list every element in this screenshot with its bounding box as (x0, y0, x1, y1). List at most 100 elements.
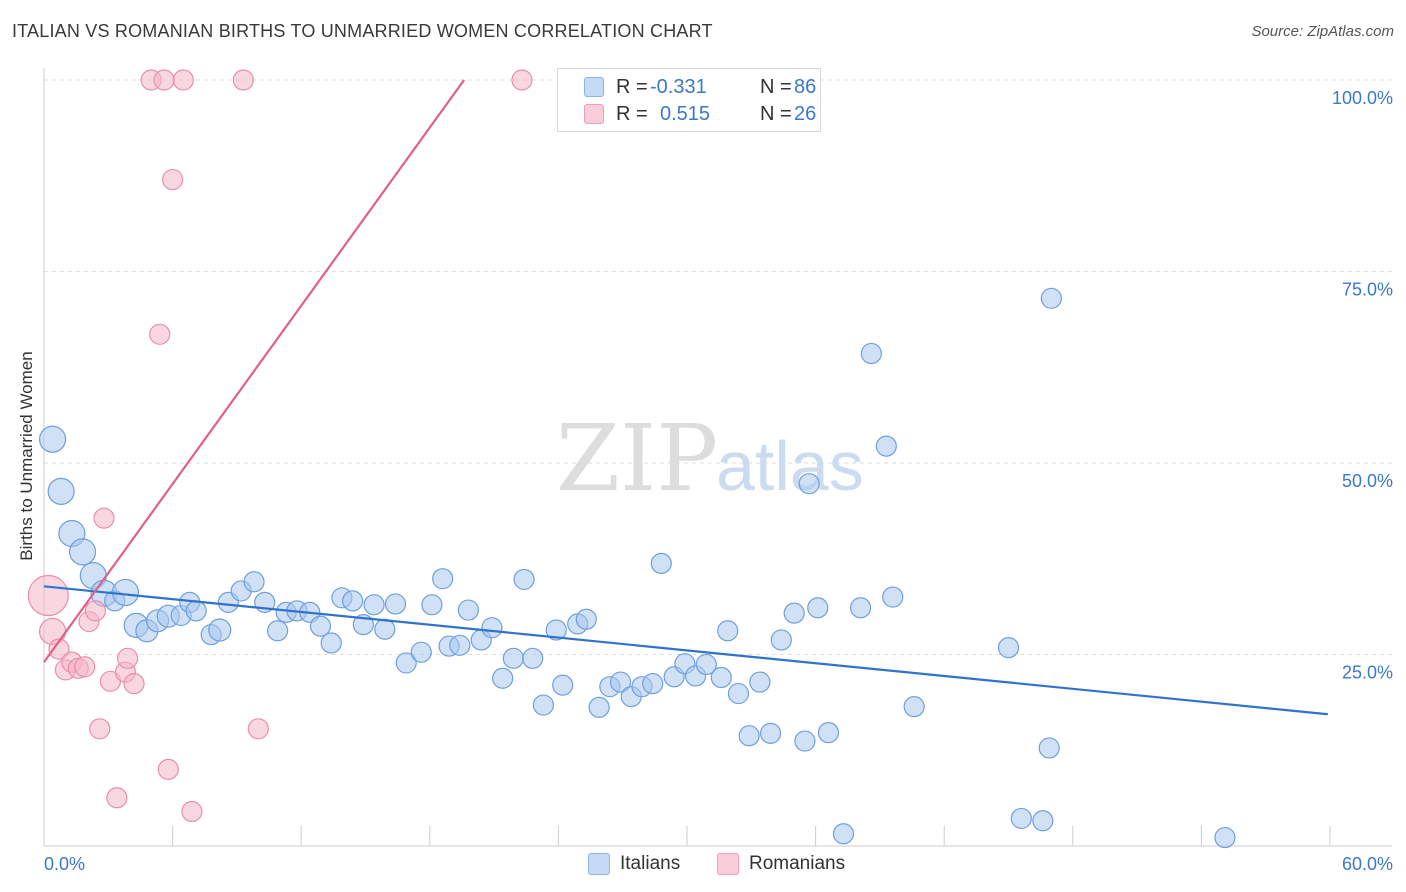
point-italians-76 (875, 435, 897, 457)
legend-swatch-romanians (584, 104, 604, 124)
point-italians-75 (860, 342, 882, 365)
point-italians-33 (395, 652, 417, 674)
point-italians-57 (650, 552, 672, 574)
point-italians-71 (807, 597, 829, 619)
point-italians-72 (817, 722, 840, 744)
point-romanians-0 (27, 574, 69, 617)
point-romanians-12 (106, 787, 128, 809)
point-italians-50 (575, 608, 597, 630)
point-italians-45 (522, 647, 544, 669)
y-tick-label-100: 100.0% (1332, 88, 1393, 108)
point-italians-61 (695, 653, 717, 676)
point-romanians-14 (116, 647, 139, 669)
x-tick-label-min: 0.0% (44, 854, 85, 874)
grid-lines (44, 79, 1392, 655)
point-italians-38 (449, 634, 471, 656)
point-romanians-17 (153, 69, 175, 91)
tick-labels: 25.0% 50.0% 75.0% 100.0% 0.0% 60.0% (44, 88, 1393, 874)
point-italians-56 (642, 673, 664, 695)
point-italians-19 (243, 571, 265, 593)
stats-legend: R = -0.331 N = 86 R = 0.515 N = 26 (557, 68, 821, 132)
point-italians-63 (717, 620, 739, 642)
point-romanians-8 (84, 600, 107, 622)
point-italians-21 (267, 620, 289, 642)
trend-lines (43, 79, 1328, 716)
point-romanians-19 (157, 758, 179, 781)
point-italians-16 (208, 618, 232, 642)
watermark-zip: ZIP (556, 405, 718, 512)
legend-n-label: N = (760, 103, 792, 125)
legend-r-label: R = (616, 76, 648, 98)
point-romanians-23 (232, 69, 254, 91)
point-romanians-20 (162, 168, 184, 191)
legend-r-value-italians: -0.331 (650, 76, 707, 98)
point-italians-25 (309, 615, 332, 637)
source-credit: Source: ZipAtlas.com (1251, 23, 1394, 40)
y-tick-label-25: 25.0% (1342, 663, 1393, 683)
point-italians-85 (798, 473, 820, 495)
x-tick-label-max: 60.0% (1342, 854, 1393, 874)
point-italians-67 (759, 722, 782, 744)
point-italians-83 (1038, 737, 1060, 759)
point-italians-79 (997, 637, 1020, 659)
point-italians-41 (481, 617, 503, 639)
point-romanians-2 (48, 638, 70, 660)
point-italians-84 (1214, 826, 1236, 849)
point-italians-62 (710, 666, 732, 689)
y-tick-label-50: 50.0% (1342, 471, 1393, 491)
point-romanians-15 (123, 673, 145, 695)
chart-title: ITALIAN VS ROMANIAN BIRTHS TO UNMARRIED … (12, 21, 713, 41)
point-italians-74 (850, 597, 872, 619)
trend-line-romanians (43, 79, 465, 663)
legend-n-value-romanians: 26 (794, 103, 817, 125)
point-romanians-24 (247, 718, 269, 740)
legend-swatch-italians (584, 77, 604, 97)
point-italians-69 (783, 602, 805, 624)
axes (43, 68, 1392, 847)
point-italians-28 (342, 590, 364, 612)
legend-r-label: R = (616, 103, 648, 125)
point-italians-66 (749, 671, 771, 693)
point-italians-0 (38, 425, 67, 453)
point-italians-47 (545, 619, 567, 641)
point-italians-39 (457, 599, 479, 621)
point-italians-68 (770, 629, 792, 651)
legend-n-value-italians: 86 (794, 76, 817, 98)
point-italians-36 (432, 568, 454, 590)
point-italians-1 (47, 477, 75, 505)
y-tick-label-75: 75.0% (1342, 280, 1393, 300)
point-italians-44 (513, 568, 535, 591)
legend-n-label: N = (760, 76, 792, 98)
point-italians-43 (502, 647, 524, 669)
data-points (27, 69, 1236, 849)
legend-r-value-romanians: 0.515 (660, 103, 711, 125)
point-romanians-22 (181, 800, 203, 823)
point-italians-14 (185, 600, 207, 622)
watermark-atlas: atlas (716, 427, 864, 505)
point-italians-32 (384, 593, 407, 615)
point-italians-53 (609, 671, 632, 693)
point-italians-31 (374, 618, 396, 640)
y-axis-title: Births to Unmarried Women (17, 351, 36, 561)
point-romanians-6 (74, 656, 96, 678)
point-italians-42 (492, 667, 514, 689)
point-romanians-25 (511, 69, 533, 91)
point-italians-64 (727, 682, 750, 705)
point-romanians-9 (89, 718, 111, 740)
point-italians-51 (588, 696, 610, 718)
watermark: ZIP atlas (556, 405, 864, 512)
point-italians-30 (363, 594, 385, 616)
point-italians-3 (68, 538, 97, 566)
point-italians-70 (794, 730, 816, 752)
bottom-legend-swatch-italians (588, 853, 610, 875)
point-italians-78 (903, 695, 925, 718)
trend-line-italians (43, 585, 1328, 716)
point-italians-26 (320, 632, 342, 654)
bottom-legend-label-italians: Italians (620, 853, 681, 874)
point-romanians-21 (172, 69, 194, 91)
bottom-legend-label-romanians: Romanians (749, 853, 846, 874)
point-italians-65 (738, 725, 760, 747)
point-italians-35 (421, 594, 443, 616)
point-romanians-18 (149, 323, 171, 345)
